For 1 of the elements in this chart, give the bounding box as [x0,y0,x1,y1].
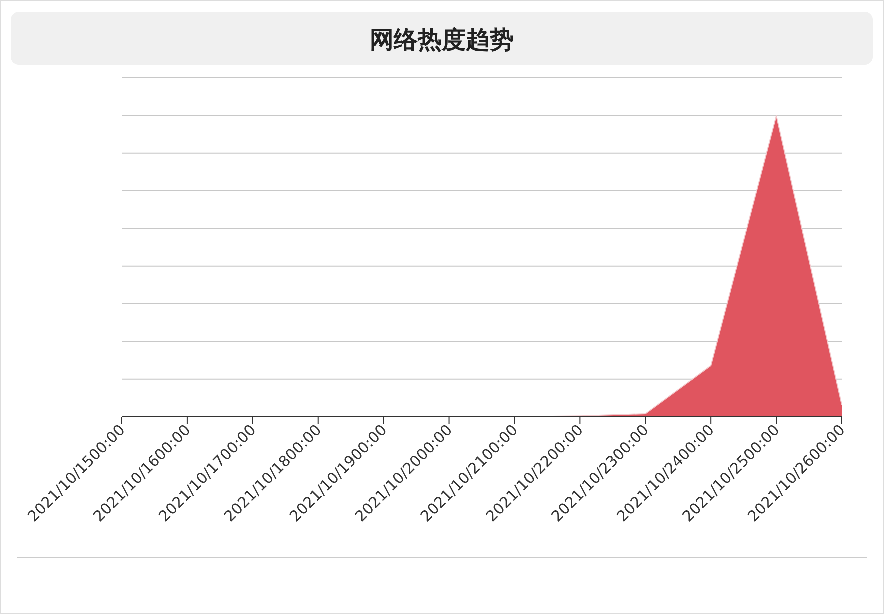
chart-title: 网络热度趋势 [370,26,514,54]
